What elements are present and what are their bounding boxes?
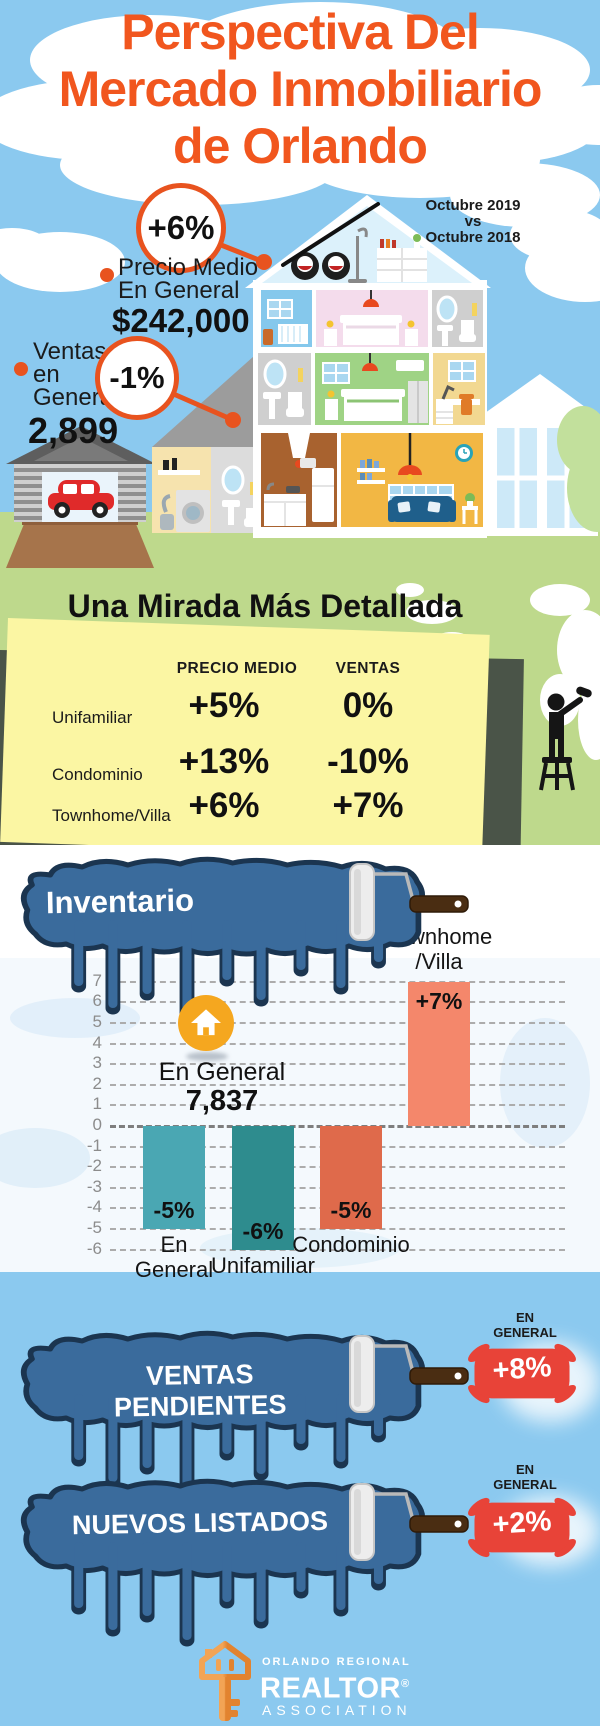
inventory-banner <box>8 852 470 1032</box>
y-axis-tick-label: 2 <box>92 1074 102 1093</box>
listings-badge-label: EN GENERAL <box>493 1462 557 1492</box>
bar-category-label: Condominio <box>292 1232 410 1257</box>
col-header-precio-medio: PRECIO MEDIO <box>176 660 298 677</box>
chart-bar <box>232 1126 294 1250</box>
inventory-banner-label: Inventario <box>45 882 195 921</box>
row-label-townhome: Townhome/Villa <box>52 806 171 825</box>
price-label: Precio Medio En General <box>118 254 259 304</box>
sales-value: 2,899 <box>28 410 119 451</box>
chart-gridline <box>110 1022 565 1024</box>
bar-value-label: -5% <box>330 1197 372 1223</box>
red-car <box>48 480 114 518</box>
chart-gridline <box>110 1084 565 1086</box>
chart-bar <box>320 1126 382 1229</box>
y-axis-tick-label: 5 <box>92 1012 102 1031</box>
y-axis-tick-label: 6 <box>92 991 102 1010</box>
house-icon-shadow <box>186 1052 228 1061</box>
footer-org-line1: ORLANDO REGIONAL <box>262 1656 411 1668</box>
price-bullet-icon <box>100 268 114 282</box>
comparison-period: Octubre 2019 vs Octubre 2018 <box>425 197 521 246</box>
sales-bullet-icon <box>14 362 28 376</box>
footer-org-line3: ASSOCIATION <box>262 1702 412 1718</box>
inventory-overall-label: En General <box>158 1058 286 1086</box>
house-icon <box>178 995 234 1051</box>
footer-org-line2: REALTOR® <box>260 1672 410 1705</box>
y-axis-tick-label: 3 <box>92 1053 102 1072</box>
unifamiliar-precio: +5% <box>188 686 260 725</box>
new-listings-banner <box>8 1474 470 1654</box>
townhome-ventas: +7% <box>332 786 404 825</box>
chart-gridline <box>110 1043 565 1045</box>
y-axis-tick-label: -6 <box>86 1239 102 1258</box>
clouds <box>0 2 600 302</box>
townhome-precio: +6% <box>188 786 260 825</box>
inventory-overall-value: 7,837 <box>185 1085 259 1117</box>
chart-gridline <box>110 1063 565 1065</box>
col-header-ventas: VENTAS <box>335 660 401 677</box>
driveway <box>6 524 154 568</box>
median-price-value: $242,000 <box>112 302 250 339</box>
painter-scene <box>396 583 600 791</box>
realtor-key-logo <box>199 1641 251 1721</box>
y-axis-tick-label: -1 <box>86 1136 102 1155</box>
condominio-ventas: -10% <box>327 742 409 781</box>
sales-change-badge: -1% <box>95 336 179 420</box>
page-title: Perspectiva Del Mercado Inmobiliario de … <box>58 4 543 174</box>
chart-gridline <box>110 1249 565 1251</box>
new-listings-label: NUEVOS LISTADOS <box>71 1505 329 1541</box>
row-label-unifamiliar: Unifamiliar <box>52 708 133 727</box>
chart-bar <box>408 982 470 1126</box>
bar-value-label: +7% <box>415 988 463 1014</box>
ladder <box>281 202 380 267</box>
garage-illustration <box>6 426 156 568</box>
y-axis-tick-label: -2 <box>86 1156 102 1175</box>
chart-bar <box>143 1126 205 1229</box>
painter-silhouette <box>539 686 592 791</box>
bar-value-label: -6% <box>242 1218 284 1244</box>
y-axis-tick-label: -3 <box>86 1177 102 1196</box>
y-axis-tick-label: 0 <box>92 1115 102 1134</box>
pending-badge-label: EN GENERAL <box>493 1310 557 1340</box>
chart-gridline <box>110 1104 565 1106</box>
chart-background <box>0 958 600 1272</box>
chart-gridline <box>110 1001 565 1003</box>
y-axis-tick-label: 1 <box>92 1094 102 1113</box>
row-label-condominio: Condominio <box>52 765 143 784</box>
y-axis-tick-label: -5 <box>86 1218 102 1237</box>
bar-category-label: En General <box>134 1232 214 1282</box>
condominio-precio: +13% <box>178 742 270 781</box>
pending-sales-label: VENTAS PENDIENTES <box>113 1359 287 1423</box>
y-axis-tick-label: -4 <box>86 1197 102 1216</box>
y-axis-tick-label: 7 <box>92 971 102 990</box>
chart-gridline <box>110 1228 565 1230</box>
y-axis-tick-label: 4 <box>92 1033 102 1052</box>
bar-category-label: Unifamiliar <box>211 1253 315 1278</box>
callout-connectors <box>14 202 380 428</box>
unifamiliar-ventas: 0% <box>342 686 394 725</box>
price-change-badge: +6% <box>136 183 226 273</box>
detail-section-title: Una Mirada Más Detallada <box>67 588 463 624</box>
bar-value-label: -5% <box>153 1197 195 1223</box>
